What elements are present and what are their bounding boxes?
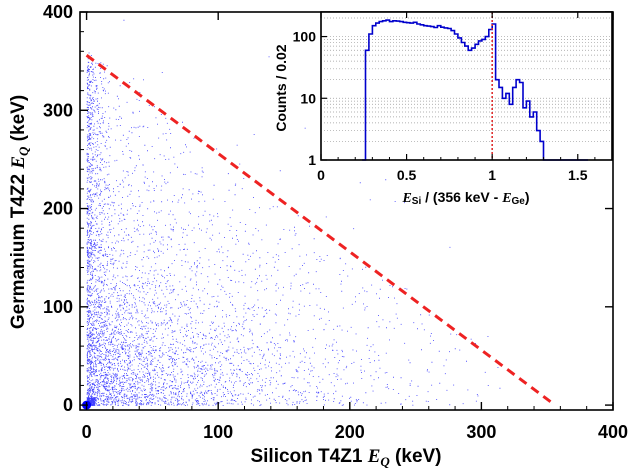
inset-x-axis-title-end: ) <box>525 189 530 205</box>
inset-x-axis-title-mid: / (356 keV - <box>421 189 502 205</box>
inset-plot-border <box>320 11 613 161</box>
main-y-tick-label: 0 <box>63 395 73 415</box>
main-x-axis-title-unit: (keV) <box>390 446 442 467</box>
main-x-tick-label: 0 <box>82 422 92 442</box>
main-y-axis-title-e: E <box>8 156 29 170</box>
inset-x-axis-title-e1: E <box>401 191 411 206</box>
main-x-tick-label: 400 <box>598 422 628 442</box>
scatter-points-cloud <box>86 19 501 407</box>
main-y-axis-title-unit: (keV) <box>8 95 29 147</box>
main-x-tick-label: 300 <box>466 422 496 442</box>
inset-axis-ticks: 0 0.5 1 1.5 1 10 100 <box>293 12 596 183</box>
inset-x-tick-label: 0.5 <box>397 167 417 183</box>
inset-y-tick-label: 10 <box>300 90 316 106</box>
main-y-axis-title-text: Germanium T4Z2 <box>8 169 29 330</box>
main-y-tick-label: 100 <box>43 297 73 317</box>
main-y-tick-label: 200 <box>43 199 73 219</box>
main-x-axis-title: Silicon T4Z1 EQ (keV) <box>250 446 441 469</box>
inset-x-tick-label: 1.5 <box>568 167 588 183</box>
inset-x-axis-title-si: Si <box>412 196 422 207</box>
inset-histogram-line <box>362 19 588 161</box>
inset-x-tick-label: 0 <box>317 167 325 183</box>
main-reference-line <box>85 54 556 407</box>
inset-plot-frame <box>320 11 613 161</box>
inset-x-axis-title-ge: Ge <box>512 196 526 207</box>
main-x-tick-label: 100 <box>203 422 233 442</box>
main-y-tick-label: 400 <box>43 2 73 22</box>
main-x-tick-label: 200 <box>335 422 365 442</box>
main-x-axis-title-e: E <box>367 446 381 467</box>
main-y-tick-label: 300 <box>43 100 73 120</box>
main-x-axis-title-q: Q <box>380 454 390 469</box>
inset-y-axis-title: Counts / 0.02 <box>273 44 289 131</box>
inset-x-tick-label: 1 <box>488 167 496 183</box>
inset-y-tick-label: 100 <box>293 29 317 45</box>
inset-x-axis-title: ESi / (356 keV - EGe) <box>401 189 529 207</box>
main-y-axis-title-q: Q <box>16 146 31 156</box>
main-y-axis-title: Germanium T4Z2 EQ (keV) <box>8 95 31 329</box>
inset-y-tick-label: 1 <box>308 152 316 168</box>
inset-x-axis-title-e2: E <box>501 191 511 206</box>
main-x-axis-title-text: Silicon T4Z1 <box>250 446 367 467</box>
